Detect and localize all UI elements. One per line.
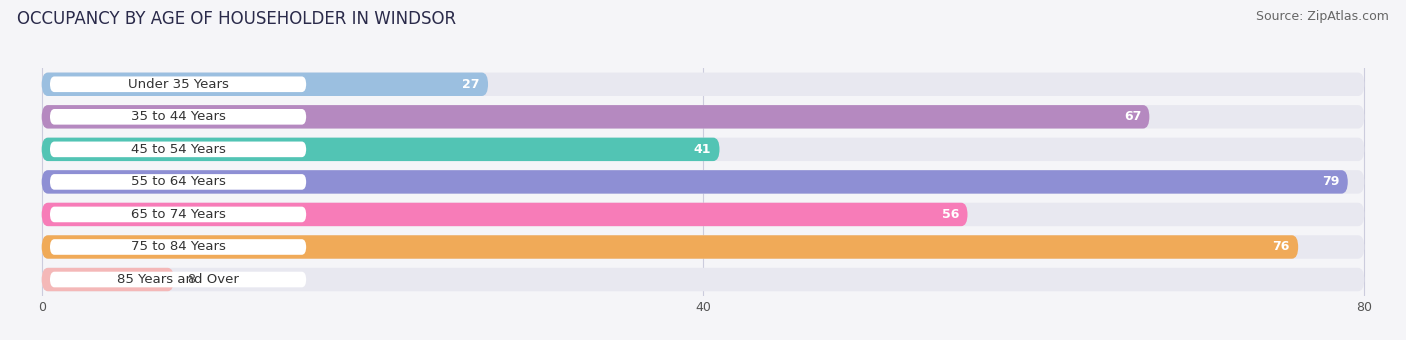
FancyBboxPatch shape xyxy=(51,141,307,157)
Text: 65 to 74 Years: 65 to 74 Years xyxy=(131,208,225,221)
Text: OCCUPANCY BY AGE OF HOUSEHOLDER IN WINDSOR: OCCUPANCY BY AGE OF HOUSEHOLDER IN WINDS… xyxy=(17,10,456,28)
Text: 55 to 64 Years: 55 to 64 Years xyxy=(131,175,225,188)
FancyBboxPatch shape xyxy=(42,138,720,161)
FancyBboxPatch shape xyxy=(42,72,1364,96)
Text: 35 to 44 Years: 35 to 44 Years xyxy=(131,110,225,123)
Text: Source: ZipAtlas.com: Source: ZipAtlas.com xyxy=(1256,10,1389,23)
FancyBboxPatch shape xyxy=(42,235,1298,259)
Text: 85 Years and Over: 85 Years and Over xyxy=(117,273,239,286)
Text: 41: 41 xyxy=(693,143,711,156)
FancyBboxPatch shape xyxy=(51,239,307,255)
Text: 27: 27 xyxy=(463,78,479,91)
FancyBboxPatch shape xyxy=(42,170,1348,193)
Text: 8: 8 xyxy=(187,273,195,286)
Text: Under 35 Years: Under 35 Years xyxy=(128,78,229,91)
FancyBboxPatch shape xyxy=(42,268,1364,291)
FancyBboxPatch shape xyxy=(51,109,307,125)
FancyBboxPatch shape xyxy=(42,170,1364,193)
Text: 67: 67 xyxy=(1123,110,1142,123)
Text: 75 to 84 Years: 75 to 84 Years xyxy=(131,240,225,254)
FancyBboxPatch shape xyxy=(42,105,1364,129)
FancyBboxPatch shape xyxy=(51,76,307,92)
FancyBboxPatch shape xyxy=(42,203,967,226)
Text: 45 to 54 Years: 45 to 54 Years xyxy=(131,143,225,156)
FancyBboxPatch shape xyxy=(42,235,1364,259)
Text: 56: 56 xyxy=(942,208,959,221)
FancyBboxPatch shape xyxy=(51,272,307,287)
FancyBboxPatch shape xyxy=(42,72,488,96)
FancyBboxPatch shape xyxy=(42,105,1149,129)
FancyBboxPatch shape xyxy=(42,268,174,291)
FancyBboxPatch shape xyxy=(51,174,307,190)
Text: 76: 76 xyxy=(1272,240,1289,254)
FancyBboxPatch shape xyxy=(42,203,1364,226)
Text: 79: 79 xyxy=(1322,175,1340,188)
FancyBboxPatch shape xyxy=(51,207,307,222)
FancyBboxPatch shape xyxy=(42,138,1364,161)
